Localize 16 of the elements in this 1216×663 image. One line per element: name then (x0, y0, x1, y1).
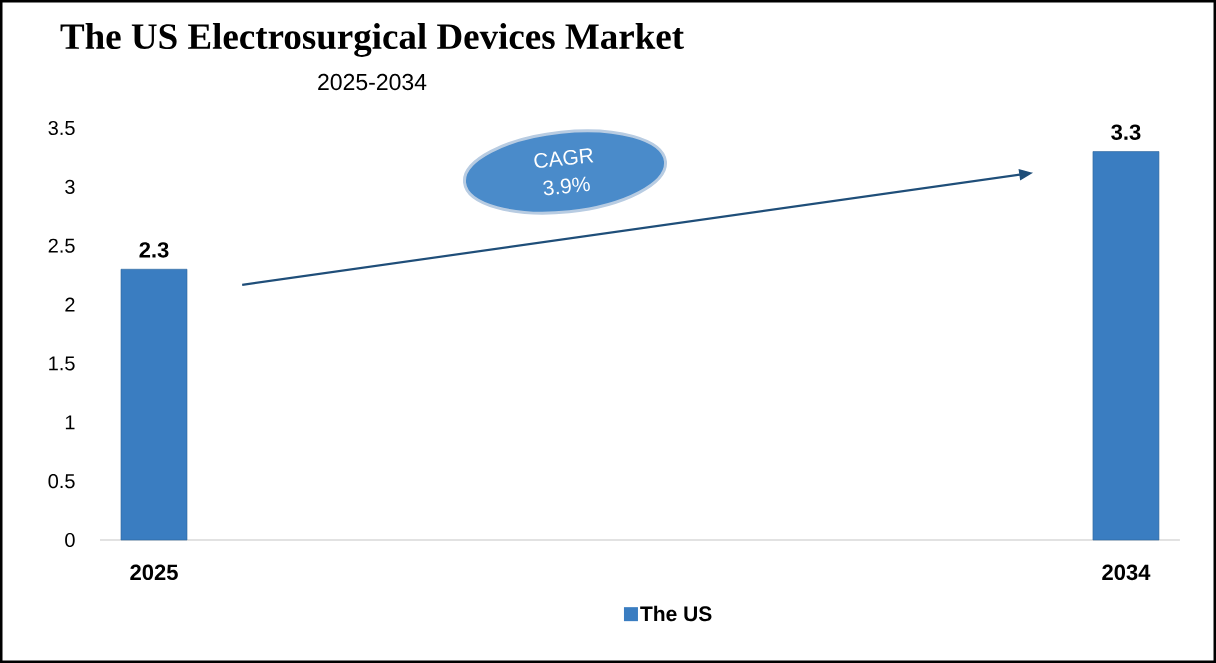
chart-title: The US Electrosurgical Devices Market (60, 23, 684, 57)
y-tick-label: 1.5 (49, 356, 75, 371)
y-tick-label: 0 (65, 532, 75, 548)
annotation: CAGR 3.9% (534, 148, 594, 196)
x-tick-label: 2025 (130, 564, 178, 581)
data-label: 3.3 (1111, 124, 1141, 141)
legend-label: The US (640, 605, 712, 622)
y-tick-label: 3.5 (48, 120, 75, 136)
y-tick-label: 2 (65, 297, 75, 312)
y-tick-label: 0.5 (48, 474, 75, 489)
chart-subtitle: 2025-2034 (318, 73, 427, 91)
y-tick-label: 2.5 (48, 238, 75, 253)
x-tick-label: 2034 (1102, 564, 1151, 581)
data-label: 2.3 (139, 242, 169, 258)
y-tick-label: 1 (65, 415, 75, 430)
y-tick-label: 3 (65, 179, 75, 194)
